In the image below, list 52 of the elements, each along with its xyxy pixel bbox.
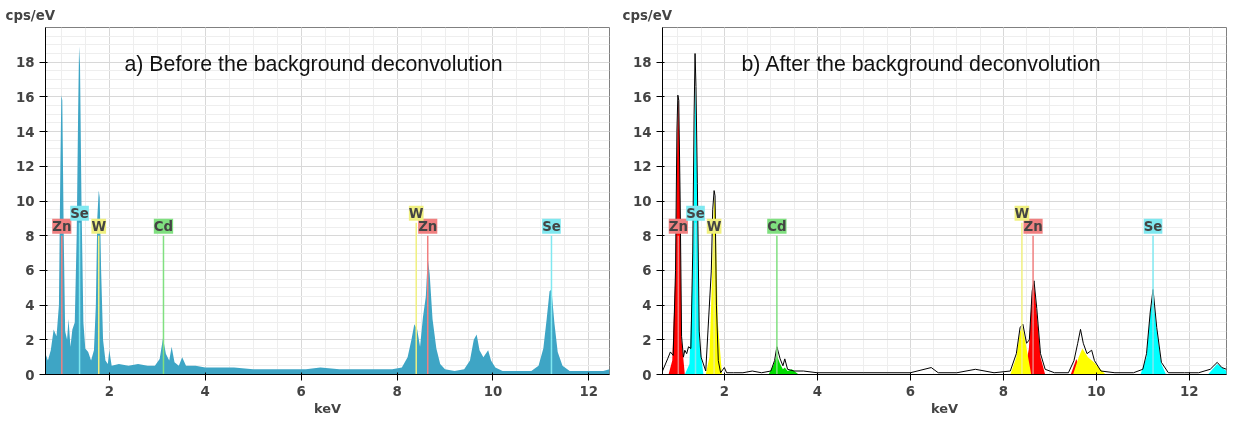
ref-line-label: Se [686,205,705,221]
x-tick-label: 6 [296,383,306,399]
x-tick-label: 6 [905,383,915,399]
ref-line-label: Cd [767,218,787,234]
y-tick-label: 2 [25,332,35,348]
y-tick-label: 18 [15,55,35,71]
x-tick-label: 8 [998,383,1008,399]
y-tick-label: 10 [632,194,652,209]
ref-line-label: Zn [418,218,438,234]
x-tick-label: 10 [483,383,503,399]
y-tick-label: 4 [642,298,652,314]
y-tick-label: 16 [632,89,652,105]
x-tick-label: 10 [1087,383,1106,399]
y-axis-title: cps/eV [5,7,56,23]
x-tick-label: 8 [392,383,402,399]
ref-line-label: Se [70,205,89,221]
y-axis-title: cps/eV [622,7,673,23]
y-tick-label: 12 [632,159,652,175]
ref-line-label: W [706,218,722,234]
ref-line-label: W [91,218,107,234]
y-tick-label: 10 [15,194,35,209]
y-tick-label: 0 [25,367,35,383]
ref-line-label: W [408,205,424,221]
x-tick-label: 2 [104,383,114,399]
text: b) After the background deconvolution [741,52,1101,77]
x-axis-title: keV [313,400,342,416]
y-tick-label: 6 [642,263,652,279]
ref-line-label: Zn [668,218,688,234]
y-tick-label: 8 [642,228,652,244]
y-tick-label: 2 [642,332,652,348]
x-axis-title: keV [930,400,959,416]
ref-line-label: W [1014,205,1030,221]
x-tick-label: 4 [200,383,210,399]
x-tick-label: 12 [579,383,599,399]
ref-line-label: Se [542,218,561,234]
ref-line-label: Cd [153,218,174,234]
x-tick-label: 2 [719,383,729,399]
y-tick-label: 0 [642,367,652,383]
y-tick-label: 4 [25,298,35,314]
y-tick-label: 18 [632,55,652,71]
text: a) Before the background deconvolution [124,52,503,77]
x-tick-label: 12 [1180,383,1199,399]
y-tick-label: 12 [15,159,35,175]
x-tick-label: 4 [812,383,822,399]
y-tick-label: 8 [25,228,35,244]
y-tick-label: 16 [15,89,35,105]
ref-line-label: Zn [52,218,72,234]
y-tick-label: 6 [25,263,35,279]
y-tick-label: 14 [632,124,652,140]
ref-line-label: Se [1143,218,1163,234]
ref-line-label: Zn [1023,218,1043,234]
y-tick-label: 14 [15,124,35,140]
